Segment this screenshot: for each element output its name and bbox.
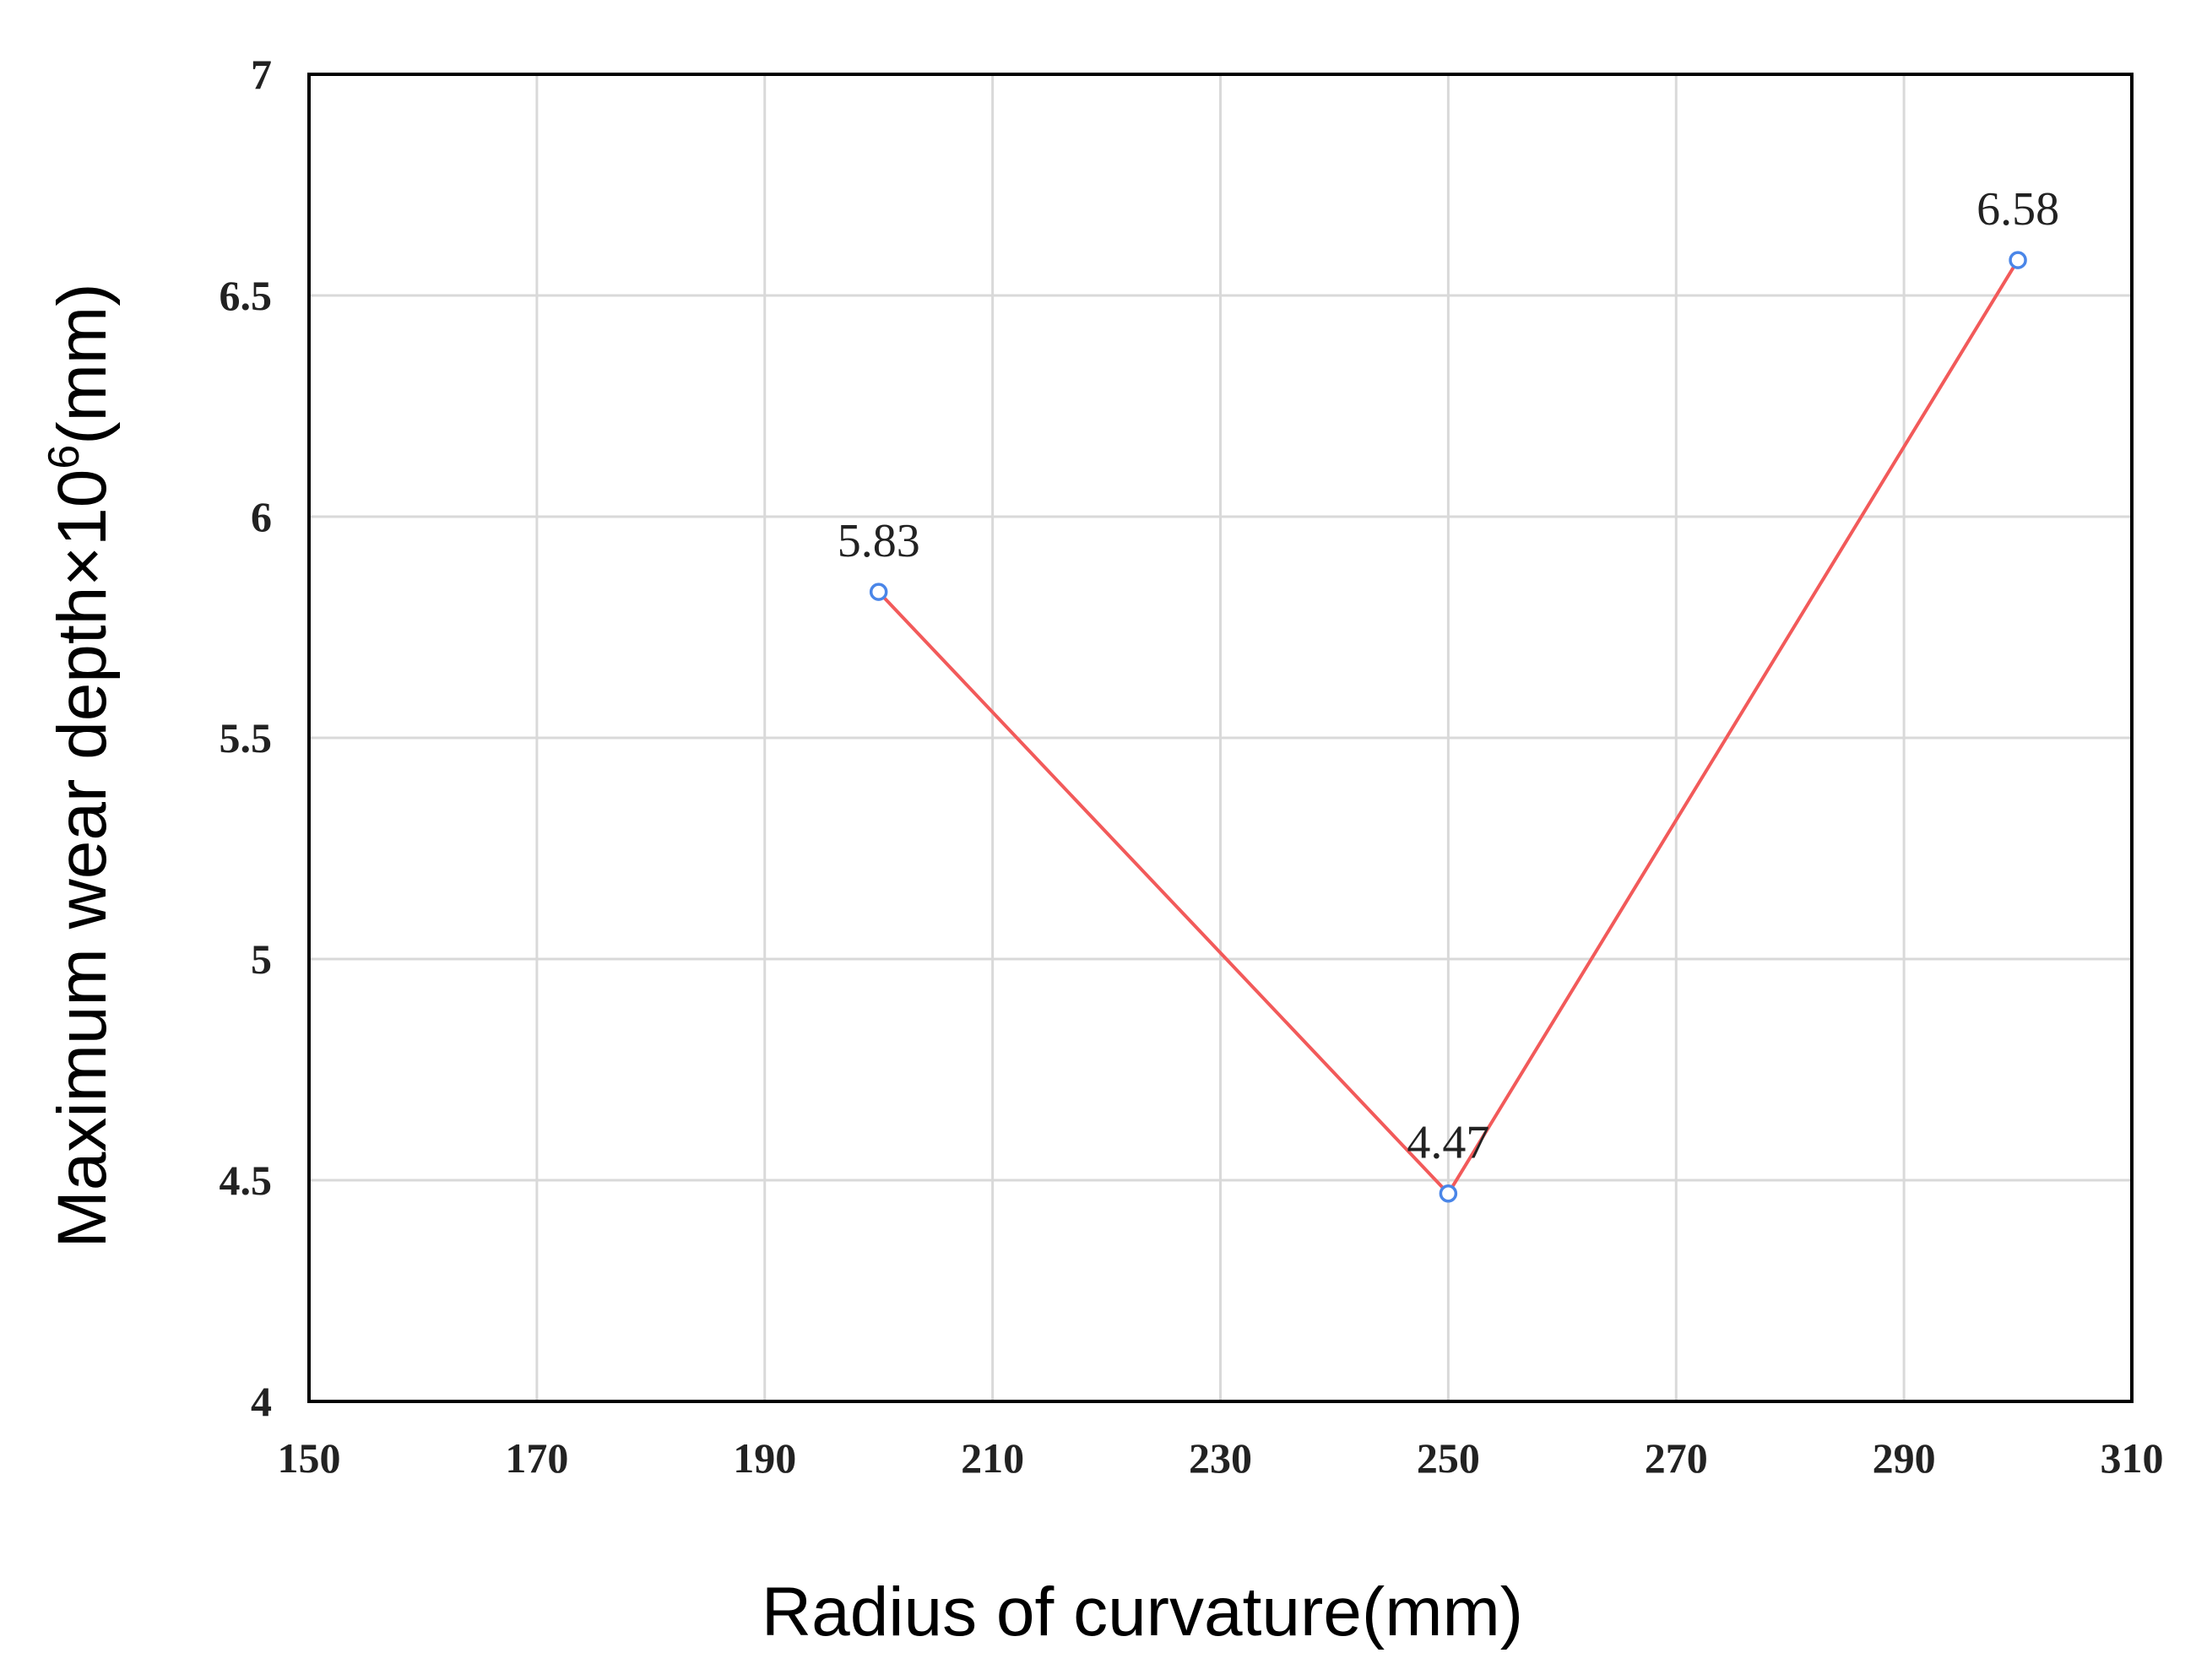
data-point-markers (869, 251, 2027, 1203)
data-point-200 (869, 583, 888, 601)
data-point-300 (2009, 251, 2027, 269)
x-tick-label-230: 230 (1189, 1434, 1252, 1482)
data-point-250 (1439, 1184, 1458, 1203)
x-tick-label-270: 270 (1645, 1434, 1708, 1482)
data-label-300: 6.58 (1976, 183, 2059, 236)
x-tick-label-210: 210 (961, 1434, 1024, 1482)
gridlines (307, 73, 2134, 1403)
y-axis-title-unit: (mm) (44, 283, 121, 444)
y-tick-label-5: 5 (251, 935, 272, 983)
y-tick-label-4: 4 (251, 1378, 272, 1425)
y-axis-title-main: Maximum wear depth×10 (44, 469, 121, 1249)
y-tick-label-7: 7 (251, 51, 272, 98)
data-labels: 5.83 4.47 6.58 (838, 183, 2059, 1169)
data-label-250: 4.47 (1407, 1117, 1489, 1169)
y-tick-label-4-5: 4.5 (220, 1157, 273, 1204)
x-tick-label-250: 250 (1417, 1434, 1480, 1482)
plot-area-frame (307, 73, 2134, 1403)
y-tick-label-5-5: 5.5 (220, 714, 273, 761)
data-label-200: 5.83 (838, 515, 920, 567)
x-tick-label-170: 170 (505, 1434, 568, 1482)
x-tick-label-310: 310 (2101, 1434, 2164, 1482)
y-tick-label-6: 6 (251, 493, 272, 540)
y-axis-title: Maximum wear depth×106(mm) (40, 283, 121, 1248)
y-axis-tick-labels: 4 4.5 5 5.5 6 6.5 7 (220, 51, 273, 1425)
x-tick-label-290: 290 (1873, 1434, 1936, 1482)
x-tick-label-190: 190 (733, 1434, 796, 1482)
x-axis-title: Radius of curvature(mm) (762, 1574, 1523, 1650)
y-axis-title-exponent: 6 (40, 445, 89, 469)
x-axis-tick-labels: 150 170 190 210 230 250 270 290 310 (278, 1434, 2164, 1482)
x-tick-label-150: 150 (278, 1434, 341, 1482)
y-tick-label-6-5: 6.5 (220, 272, 273, 319)
